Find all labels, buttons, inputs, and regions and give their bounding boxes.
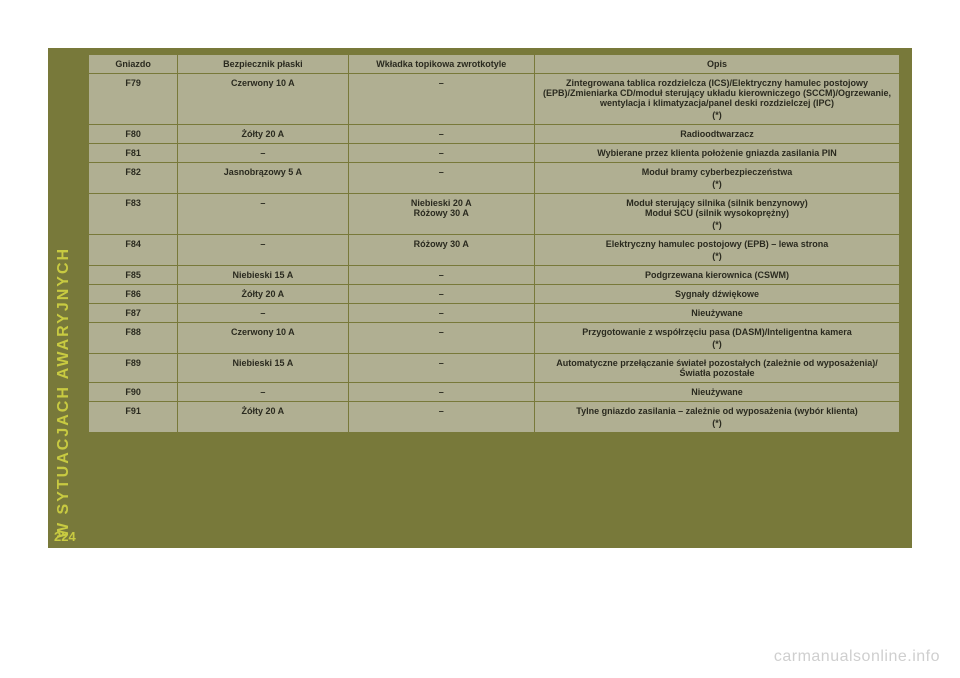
table-cell: Nieużywane [535,383,900,402]
page: W SYTUACJACH AWARYJNYCH Gniazdo Bezpiecz… [0,0,960,678]
table-cell: Niebieski 15 A [178,354,348,383]
table-cell: Podgrzewana kierownica (CSWM) [535,266,900,285]
table-cell: Wybierane przez klienta położenie gniazd… [535,144,900,163]
table-cell: F89 [89,354,178,383]
table-cell: Moduł bramy cyberbezpieczeństwa(*) [535,163,900,194]
footnote-star-icon: (*) [541,220,893,230]
table-cell: – [348,125,535,144]
table-cell: – [348,285,535,304]
table-cell: – [348,144,535,163]
footnote-star-icon: (*) [541,251,893,261]
table-cell: Sygnały dźwiękowe [535,285,900,304]
table-cell: – [348,383,535,402]
table-row: F88Czerwony 10 A–Przygotowanie z współrz… [89,323,900,354]
footnote-star-icon: (*) [541,418,893,428]
table-cell: F80 [89,125,178,144]
footer-watermark: carmanualsonline.info [774,648,940,666]
table-cell: F87 [89,304,178,323]
table-cell: Przygotowanie z współrzęciu pasa (DASM)/… [535,323,900,354]
table-cell: – [348,163,535,194]
footnote-star-icon: (*) [541,339,893,349]
table-row: F80Żółty 20 A–Radioodtwarzacz [89,125,900,144]
table-cell: – [178,383,348,402]
table-cell: – [178,194,348,235]
table-row: F82Jasnobrązowy 5 A–Moduł bramy cyberbez… [89,163,900,194]
table-cell: Automatyczne przełączanie świateł pozost… [535,354,900,383]
table-cell: Moduł sterujący silnika (silnik benzynow… [535,194,900,235]
table-cell: Czerwony 10 A [178,74,348,125]
table-row: F84–Różowy 30 AElektryczny hamulec posto… [89,235,900,266]
table-cell: F85 [89,266,178,285]
table-row: F81––Wybierane przez klienta położenie g… [89,144,900,163]
table-cell: F90 [89,383,178,402]
table-cell: F82 [89,163,178,194]
table-cell: – [178,235,348,266]
table-cell: Żółty 20 A [178,125,348,144]
col-bezpiecznik: Bezpiecznik płaski [178,55,348,74]
table-cell: – [348,74,535,125]
table-cell: – [348,323,535,354]
table-cell: – [348,354,535,383]
table-cell: F81 [89,144,178,163]
col-wkladka: Wkładka topikowa zwrotkotyle [348,55,535,74]
table-cell: Żółty 20 A [178,285,348,304]
table-cell: Jasnobrązowy 5 A [178,163,348,194]
table-cell: F88 [89,323,178,354]
table-row: F86Żółty 20 A–Sygnały dźwiękowe [89,285,900,304]
table-cell: Elektryczny hamulec postojowy (EPB) – le… [535,235,900,266]
table-cell: – [348,266,535,285]
table-cell: Radioodtwarzacz [535,125,900,144]
table-cell: – [178,144,348,163]
table-cell: F83 [89,194,178,235]
footnote-star-icon: (*) [541,110,893,120]
table-cell: – [178,304,348,323]
table-cell: Niebieski 20 ARóżowy 30 A [348,194,535,235]
table-row: F79Czerwony 10 A–Zintegrowana tablica ro… [89,74,900,125]
table-cell: F84 [89,235,178,266]
table-row: F89Niebieski 15 A–Automatyczne przełącza… [89,354,900,383]
table-row: F87––Nieużywane [89,304,900,323]
chapter-tab: W SYTUACJACH AWARYJNYCH [48,48,80,548]
footnote-star-icon: (*) [541,179,893,189]
table-cell: Niebieski 15 A [178,266,348,285]
table-cell: Czerwony 10 A [178,323,348,354]
table-cell: Różowy 30 A [348,235,535,266]
table-row: F91Żółty 20 A–Tylne gniazdo zasilania – … [89,402,900,433]
table-header-row: Gniazdo Bezpiecznik płaski Wkładka topik… [89,55,900,74]
table-cell: Żółty 20 A [178,402,348,433]
content-frame: W SYTUACJACH AWARYJNYCH Gniazdo Bezpiecz… [48,48,912,548]
fuse-table-wrap: Gniazdo Bezpiecznik płaski Wkładka topik… [88,54,900,433]
table-row: F85Niebieski 15 A–Podgrzewana kierownica… [89,266,900,285]
col-opis: Opis [535,55,900,74]
table-cell: F79 [89,74,178,125]
table-cell: Zintegrowana tablica rozdzielcza (ICS)/E… [535,74,900,125]
table-row: F90––Nieużywane [89,383,900,402]
table-cell: – [348,304,535,323]
table-cell: F91 [89,402,178,433]
table-row: F83–Niebieski 20 ARóżowy 30 AModuł steru… [89,194,900,235]
table-cell: Nieużywane [535,304,900,323]
table-cell: F86 [89,285,178,304]
fuse-table: Gniazdo Bezpiecznik płaski Wkładka topik… [88,54,900,433]
page-number: 224 [54,529,76,544]
table-cell: Tylne gniazdo zasilania – zależnie od wy… [535,402,900,433]
col-gniazdo: Gniazdo [89,55,178,74]
table-cell: – [348,402,535,433]
